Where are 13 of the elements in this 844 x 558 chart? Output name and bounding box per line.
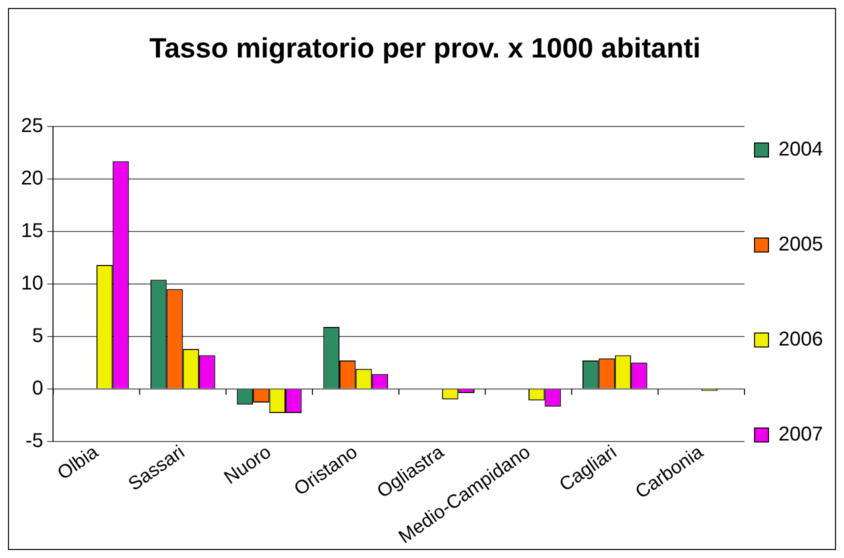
legend-label: 2007 [778, 424, 824, 446]
legend-label: 2005 [778, 234, 824, 256]
y-tick-label: 20 [20, 168, 44, 190]
legend-label: 2006 [778, 328, 824, 351]
y-tick-label: 25 [20, 115, 44, 138]
y-tick-label: 0 [32, 377, 44, 400]
y-tick-label: 15 [20, 220, 44, 242]
legend-label: 2004 [778, 138, 824, 161]
chart-title: Tasso migratorio per prov. x 1000 abitanti [149, 32, 701, 64]
y-tick-label: 10 [20, 272, 44, 294]
x-tick-label: Olbia [54, 442, 103, 484]
y-tick-label: -5 [25, 430, 44, 452]
y-tick-label: 5 [32, 324, 44, 347]
